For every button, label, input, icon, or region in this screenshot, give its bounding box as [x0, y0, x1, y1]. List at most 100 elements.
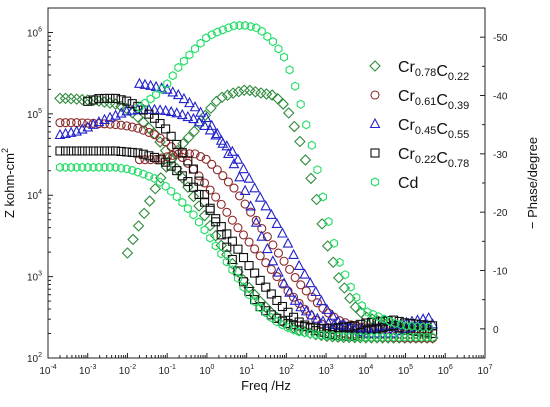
- impedance-point: [277, 227, 288, 238]
- impedance-point: [183, 203, 192, 214]
- phase-point: [424, 322, 433, 333]
- impedance-point: [143, 103, 155, 114]
- phase-point: [366, 317, 376, 327]
- legend-label-subscript: 0.61: [415, 96, 436, 108]
- phase-point: [83, 96, 93, 106]
- impedance-point: [77, 118, 87, 128]
- impedance-point: [78, 162, 87, 173]
- impedance-point: [277, 301, 287, 312]
- impedance-point: [83, 146, 93, 156]
- y-left-tick-label-base: 10: [27, 191, 39, 202]
- phase-point: [105, 93, 115, 103]
- phase-point: [305, 322, 315, 332]
- phase-point: [284, 286, 295, 297]
- impedance-point: [272, 317, 281, 327]
- impedance-point: [127, 147, 137, 157]
- phase-point: [278, 277, 290, 288]
- impedance-point: [149, 103, 160, 114]
- x-tick-label-base: 10: [119, 366, 131, 377]
- phase-point: [305, 172, 317, 185]
- phase-point: [385, 316, 394, 327]
- phase-point: [149, 113, 160, 123]
- impedance-point: [389, 332, 398, 342]
- impedance-point: [55, 162, 64, 173]
- phase-point: [188, 125, 200, 138]
- phase-point: [162, 152, 172, 162]
- impedance-point: [289, 325, 298, 335]
- impedance-point: [250, 296, 259, 307]
- impedance-point: [400, 332, 409, 342]
- phase-point: [428, 321, 438, 331]
- impedance-point: [116, 120, 126, 130]
- phase-point: [211, 217, 221, 227]
- phase-point: [238, 84, 251, 97]
- impedance-point: [100, 162, 109, 173]
- phase-point: [251, 215, 261, 225]
- y-left-tick-label-base: 10: [27, 273, 39, 284]
- impedance-point: [210, 129, 222, 140]
- phase-point: [194, 176, 204, 186]
- impedance-point: [222, 207, 232, 217]
- impedance-point: [299, 268, 311, 279]
- legend-label: Cr0.61C0.39: [398, 88, 469, 112]
- x-tick-label-base: 10: [159, 366, 171, 377]
- impedance-point: [94, 162, 103, 173]
- impedance-point: [372, 323, 382, 333]
- plot-frame: [47, 7, 486, 359]
- legend-label: Cr0.22C0.78: [398, 146, 469, 170]
- x-tick-label: 106: [438, 364, 453, 377]
- impedance-point: [405, 326, 415, 336]
- impedance-point: [111, 146, 121, 156]
- impedance-point: [194, 171, 204, 181]
- impedance-point: [384, 332, 393, 342]
- impedance-point: [272, 295, 282, 305]
- phase-point: [306, 309, 318, 320]
- phase-point: [229, 183, 239, 193]
- phase-point: [179, 56, 188, 66]
- impedance-point: [244, 261, 254, 271]
- phase-point: [246, 207, 256, 217]
- phase-point: [134, 77, 145, 88]
- impedance-point: [310, 285, 322, 297]
- phase-point: [183, 156, 193, 166]
- phase-point: [234, 171, 245, 182]
- impedance-point: [232, 153, 244, 164]
- impedance-point: [60, 146, 71, 156]
- impedance-point: [121, 105, 133, 116]
- phase-point: [324, 216, 333, 227]
- legend-label-part: Cr: [398, 88, 416, 105]
- x-tick-label-base: 10: [319, 366, 331, 377]
- legend-marker: [369, 117, 381, 129]
- impedance-point: [77, 146, 87, 156]
- phase-point: [135, 102, 144, 112]
- phase-point: [311, 323, 321, 333]
- legend-item: Cr0.61C0.39: [370, 88, 469, 112]
- legend-label-part: C: [436, 92, 448, 109]
- x-tick-label: 10-2: [119, 364, 136, 377]
- phase-point: [299, 154, 312, 166]
- impedance-point: [166, 142, 176, 152]
- x-tick-label-exponent: 5: [409, 364, 413, 371]
- x-axis-ticks: 10-4 10-3 10-2 10-1 100 101 102 103 104 105 106 107: [39, 353, 493, 377]
- y-left-tick-label: 103: [27, 271, 42, 284]
- impedance-point: [188, 164, 198, 174]
- x-tick-label: 102: [279, 364, 294, 377]
- x-tick-label: 105: [398, 364, 413, 377]
- impedance-point: [55, 118, 65, 128]
- phase-point: [94, 94, 104, 104]
- impedance-point: [233, 244, 243, 254]
- impedance-point: [188, 182, 198, 192]
- phase-point: [282, 107, 295, 119]
- impedance-point: [294, 298, 304, 308]
- phase-point: [156, 82, 168, 93]
- phase-point: [361, 318, 371, 328]
- impedance-point: [217, 249, 226, 259]
- phase-point: [99, 93, 109, 103]
- legend-label-part: C: [436, 150, 448, 167]
- impedance-point: [71, 125, 83, 136]
- impedance-point: [209, 229, 222, 242]
- phase-point: [172, 88, 184, 100]
- impedance-point: [139, 169, 148, 179]
- impedance-point: [106, 162, 115, 173]
- y-left-tick-label: 106: [27, 26, 42, 39]
